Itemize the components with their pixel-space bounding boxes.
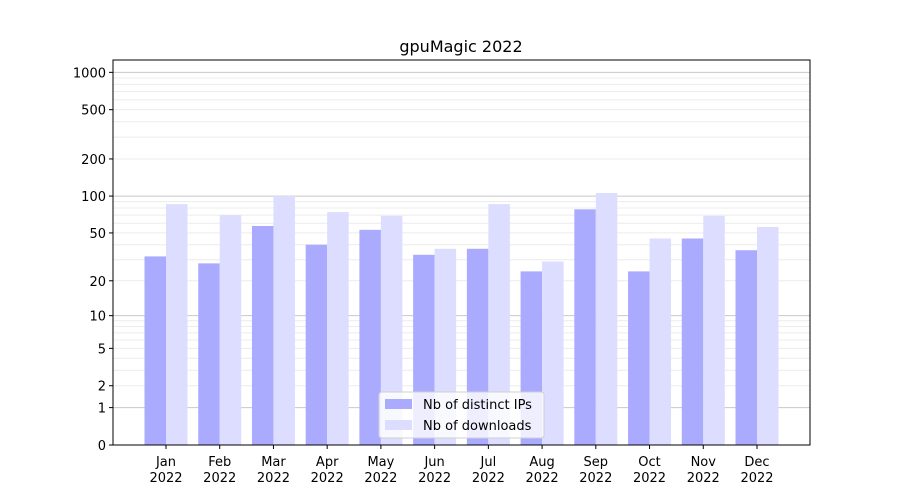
y-tick-label: 200 [81,153,106,168]
x-tick-label-month: Dec [744,455,769,470]
bar-distinct-ips [251,225,274,445]
y-tick-label: 50 [89,227,106,242]
x-tick-label-year: 2022 [633,471,666,486]
x-tick-label-month: Apr [316,455,339,470]
bar-downloads [380,215,403,445]
bar-downloads [649,238,672,445]
x-tick-label-month: Jan [155,455,176,470]
bar-downloads [327,212,349,445]
x-tick-label-year: 2022 [364,471,397,486]
bar-downloads [703,215,725,445]
y-tick-label: 2 [98,380,106,395]
x-tick-label-month: Nov [691,455,717,470]
bar-downloads [488,204,510,445]
bar-distinct-ips [574,209,596,445]
y-tick-label: 10 [89,310,106,325]
x-tick-label-year: 2022 [203,471,236,486]
bar-downloads [757,226,779,445]
y-axis: 0 1 2 5 10 20 50 100 200 500 1000 [73,66,113,454]
x-tick-label-year: 2022 [526,471,559,486]
bar-downloads [273,196,295,445]
y-tick-label: 1000 [73,66,106,81]
axes-frame [112,59,811,446]
bar-downloads [595,192,618,445]
x-tick-label-year: 2022 [257,471,290,486]
y-tick-label: 1 [98,402,106,417]
y-tick-label: 100 [81,190,106,205]
bar-downloads [219,215,242,445]
bar-distinct-ips [735,250,757,445]
y-tick-label: 0 [98,439,106,454]
legend-label: Nb of downloads [423,419,532,434]
x-tick-label-month: Aug [529,455,554,470]
x-tick-label-month: Jun [423,455,444,470]
y-tick-label: 500 [81,104,106,119]
legend: Nb of distinct IPs Nb of downloads [378,391,545,439]
x-tick-label-month: Mar [261,455,286,470]
x-tick-label-month: Jul [480,455,497,470]
x-tick-label-month: May [367,455,394,470]
y-tick-label: 20 [89,275,106,290]
bar-distinct-ips [359,229,381,445]
legend-box [378,391,545,439]
bars [144,192,779,445]
x-tick-label-year: 2022 [579,471,612,486]
bar-distinct-ips [198,263,220,445]
bar-distinct-ips [628,271,650,445]
x-tick-label-year: 2022 [311,471,344,486]
x-tick-label-month: Sep [584,455,609,470]
bar-downloads [166,204,188,445]
x-tick-label-year: 2022 [687,471,720,486]
bar-distinct-ips [144,256,166,445]
legend-swatch [385,420,412,430]
chart-title: gpuMagic 2022 [399,37,522,56]
x-tick-label-year: 2022 [418,471,451,486]
legend-label: Nb of distinct IPs [423,398,532,413]
x-tick-label-year: 2022 [149,471,182,486]
bar-distinct-ips [681,238,704,445]
y-tick-label: 5 [98,342,106,357]
x-tick-label-month: Oct [638,455,660,470]
bar-downloads [542,261,564,445]
x-tick-label-year: 2022 [740,471,773,486]
x-tick-label-year: 2022 [472,471,505,486]
x-tick-label-month: Feb [208,455,231,470]
bar-distinct-ips [305,244,328,445]
x-axis: Jan2022Feb2022Mar2022Apr2022May2022Jun20… [149,445,774,486]
legend-swatch [385,399,412,409]
